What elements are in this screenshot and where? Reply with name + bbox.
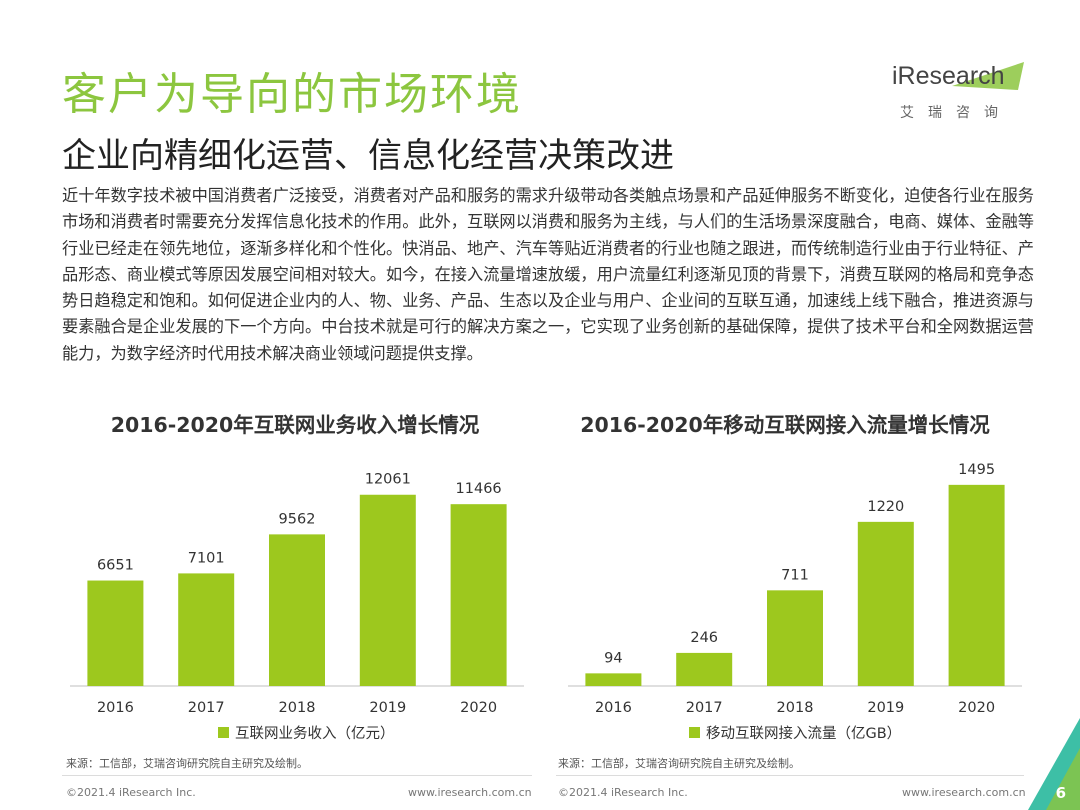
page-title: 客户为导向的市场环境 [62, 69, 522, 120]
logo-tagline: 艾瑞咨询 [900, 105, 1012, 121]
data-label-2020: 11466 [456, 481, 502, 497]
legend-swatch [689, 727, 700, 738]
data-label-2017: 246 [690, 630, 718, 646]
bar-2017 [676, 652, 733, 686]
data-label-2016: 6651 [97, 558, 134, 574]
footer-divider [62, 775, 532, 776]
footer-copyright: ©2021.4 iResearch Inc. [66, 786, 196, 799]
page-corner-decoration [1028, 718, 1080, 810]
legend-label: 互联网业务收入（亿元） [235, 726, 395, 742]
bar-2018 [767, 590, 823, 686]
chart-revenue-legend: 互联网业务收入（亿元） [218, 722, 395, 743]
chart-traffic-legend: 移动互联网接入流量（亿GB） [689, 722, 901, 743]
bar-2016 [87, 580, 144, 686]
bar-2018 [269, 534, 325, 686]
page-number: 6 [1055, 784, 1066, 802]
chart-traffic: 94 2016 246 2017 711 2018 1220 2019 1495 2020 [568, 462, 1022, 716]
bar-2016 [585, 673, 642, 686]
x-tick-2020: 2020 [958, 700, 995, 716]
chart-revenue-source: 来源：工信部，艾瑞咨询研究院自主研究及绘制。 [66, 757, 308, 770]
legend-label: 移动互联网接入流量（亿GB） [706, 726, 902, 742]
bar-2019 [359, 494, 416, 686]
chart-traffic-title: 2016-2020年移动互联网接入流量增长情况 [580, 413, 990, 437]
x-tick-2020: 2020 [460, 700, 497, 716]
legend-swatch [218, 727, 229, 738]
footer-copyright: ©2021.4 iResearch Inc. [558, 786, 688, 799]
bar-2019 [857, 521, 914, 686]
bar-2020 [948, 484, 1005, 686]
footer-url: www.iresearch.com.cn [902, 786, 1026, 799]
chart-traffic-source: 来源：工信部，艾瑞咨询研究院自主研究及绘制。 [558, 757, 800, 770]
data-label-2017: 7101 [188, 550, 225, 566]
x-tick-2018: 2018 [279, 700, 316, 716]
chart-revenue: 6651 2016 7101 2017 9562 2018 12061 2019 11466 20… [70, 472, 524, 716]
footer-divider [556, 775, 1024, 776]
chart-revenue-title: 2016-2020年互联网业务收入增长情况 [110, 413, 480, 437]
data-label-2019: 12061 [365, 472, 411, 488]
data-label-2019: 1220 [867, 499, 904, 515]
page-subtitle: 企业向精细化运营、信息化经营决策改进 [62, 136, 674, 176]
bar-2020 [450, 504, 507, 686]
x-tick-2019: 2019 [369, 700, 406, 716]
logo-wordmark: iResearch [892, 62, 1005, 90]
x-tick-2019: 2019 [867, 700, 904, 716]
iresearch-logo: iResearch 艾瑞咨询 [892, 56, 1032, 126]
data-label-2020: 1495 [958, 462, 995, 478]
footer-url: www.iresearch.com.cn [408, 786, 532, 799]
logo-leaf-icon [952, 62, 1024, 90]
x-tick-2016: 2016 [97, 700, 134, 716]
x-tick-2017: 2017 [188, 700, 225, 716]
data-label-2018: 9562 [279, 511, 316, 527]
data-label-2018: 711 [781, 567, 809, 583]
body-paragraph: 近十年数字技术被中国消费者广泛接受，消费者对产品和服务的需求升级带动各类触点场景… [62, 186, 1034, 363]
data-label-2016: 94 [604, 650, 622, 666]
x-tick-2016: 2016 [595, 700, 632, 716]
bar-2017 [178, 573, 235, 686]
x-tick-2018: 2018 [777, 700, 814, 716]
x-tick-2017: 2017 [686, 700, 723, 716]
